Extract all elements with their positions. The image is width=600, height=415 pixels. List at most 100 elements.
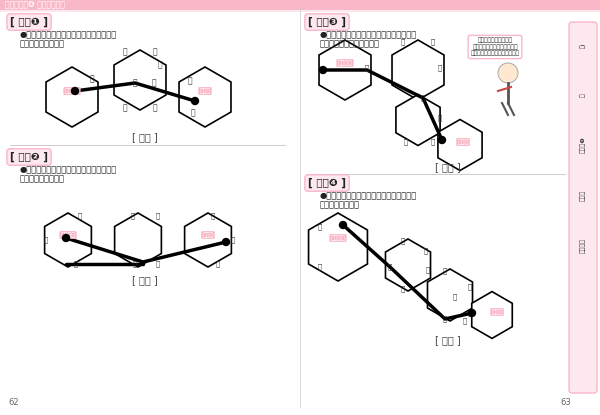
Text: ち: ち: [424, 248, 428, 254]
Polygon shape: [114, 50, 166, 110]
Circle shape: [320, 66, 326, 73]
FancyBboxPatch shape: [569, 22, 597, 393]
Polygon shape: [427, 269, 473, 321]
FancyBboxPatch shape: [0, 0, 600, 10]
Text: 級: 級: [580, 93, 586, 97]
Text: ●に最も近い文字を順番に読むと現れる、: ●に最も近い文字を順番に読むと現れる、: [20, 165, 117, 174]
Text: [ 問題❹ ]: [ 問題❹ ]: [308, 178, 346, 188]
Text: ●に最も近い文字を順番に読むと現れる、: ●に最も近い文字を順番に読むと現れる、: [320, 191, 417, 200]
Circle shape: [439, 137, 445, 144]
Text: ゴール: ゴール: [199, 88, 211, 94]
Circle shape: [469, 310, 476, 317]
Text: ドリル❹: ドリル❹: [580, 137, 586, 154]
Text: スタート: スタート: [331, 235, 346, 241]
Text: ば: ば: [188, 76, 193, 85]
Polygon shape: [396, 95, 440, 146]
Circle shape: [62, 234, 70, 242]
Polygon shape: [472, 292, 512, 338]
Text: ん: ん: [463, 318, 467, 324]
Text: と: と: [44, 237, 48, 243]
Text: ２文字の食べ物は？: ２文字の食べ物は？: [20, 39, 65, 48]
Text: ら: ら: [431, 139, 435, 145]
Text: [ 問題❶ ]: [ 問題❶ ]: [10, 17, 48, 27]
Polygon shape: [392, 40, 444, 100]
Text: ろ: ろ: [133, 261, 137, 267]
Text: で: で: [453, 294, 457, 300]
Text: た: た: [401, 39, 405, 45]
Text: 62: 62: [8, 398, 19, 407]
Circle shape: [340, 222, 347, 229]
Text: い: い: [365, 65, 369, 71]
Text: 点移動: 点移動: [580, 189, 586, 200]
Text: か: か: [421, 95, 425, 101]
Text: スタート: スタート: [61, 232, 76, 238]
Text: き: き: [78, 213, 82, 219]
Text: き: き: [231, 237, 235, 243]
Text: ど: ど: [404, 139, 408, 145]
Text: [ 答え ]: [ 答え ]: [435, 335, 461, 345]
Text: ２文字の生き物の名前は？: ２文字の生き物の名前は？: [320, 39, 380, 48]
Text: [ 問題❸ ]: [ 問題❸ ]: [308, 17, 346, 27]
Polygon shape: [308, 213, 367, 281]
Text: ３文字の言葉は？: ３文字の言葉は？: [320, 200, 360, 209]
Text: お: お: [388, 264, 392, 270]
Text: 中i: 中i: [580, 42, 586, 48]
Text: ぷ: ぷ: [426, 267, 430, 273]
Text: ●に最も近い文字を順番に読むと現れる、: ●に最も近い文字を順番に読むと現れる、: [20, 30, 117, 39]
FancyBboxPatch shape: [0, 10, 600, 12]
Text: こ: こ: [438, 115, 442, 121]
Text: い: い: [318, 264, 322, 270]
Polygon shape: [44, 213, 91, 267]
Text: な: な: [401, 286, 405, 292]
Text: ざ: ざ: [122, 103, 127, 112]
Text: ん: ん: [152, 78, 157, 88]
Polygon shape: [46, 67, 98, 127]
Circle shape: [498, 63, 518, 83]
Text: ●に最も近い文字を順番に読むと現れる、: ●に最も近い文字を順番に読むと現れる、: [320, 30, 417, 39]
Polygon shape: [185, 213, 232, 267]
Polygon shape: [438, 120, 482, 171]
Circle shape: [191, 98, 199, 105]
Text: 三角形編: 三角形編: [580, 237, 586, 252]
Text: じ: じ: [443, 268, 447, 274]
Text: し: し: [431, 39, 435, 45]
Polygon shape: [179, 67, 231, 127]
Text: ゴール: ゴール: [491, 309, 503, 315]
Text: スタート: スタート: [337, 60, 353, 66]
Text: [ 答え ]: [ 答え ]: [435, 162, 461, 172]
Text: ば: ば: [156, 213, 160, 219]
Text: ゴール: ゴール: [202, 232, 214, 238]
Text: き: き: [122, 47, 127, 56]
Text: か: か: [131, 213, 135, 219]
Text: 63: 63: [560, 398, 571, 407]
Text: [ 問題❷ ]: [ 問題❷ ]: [10, 152, 48, 162]
Text: ず: ず: [152, 47, 157, 56]
Text: 平級ドリル❹ 点移動三角形: 平級ドリル❹ 点移動三角形: [5, 0, 65, 10]
Text: か: か: [191, 108, 196, 117]
Text: ２文字の生き物は？: ２文字の生き物は？: [20, 174, 65, 183]
Text: [ 答え ]: [ 答え ]: [132, 132, 158, 142]
Text: ぴ: ぴ: [158, 61, 163, 69]
Polygon shape: [319, 40, 371, 100]
Circle shape: [223, 239, 229, 246]
Text: し: し: [152, 103, 157, 112]
Text: ゴール: ゴール: [457, 139, 469, 145]
Text: い: い: [133, 78, 137, 88]
Text: い: い: [211, 213, 215, 219]
Text: ば: ば: [468, 310, 472, 316]
Text: と: と: [438, 65, 442, 71]
Circle shape: [71, 88, 79, 95]
Polygon shape: [115, 213, 161, 267]
Text: わからなくなったら、
どの道がどの道へ動くのかを
ひとつひとつ確認してみよう！: わからなくなったら、 どの道がどの道へ動くのかを ひとつひとつ確認してみよう！: [470, 38, 520, 56]
Text: ね: ね: [74, 261, 78, 267]
Text: か: か: [443, 316, 447, 322]
Text: も: も: [216, 261, 220, 267]
Text: [ 答え ]: [ 答え ]: [132, 275, 158, 285]
Text: ぱ: ぱ: [89, 75, 94, 83]
Text: す: す: [318, 224, 322, 230]
Text: スタート: スタート: [65, 88, 79, 94]
Text: た: た: [401, 238, 405, 244]
Text: め: め: [156, 261, 160, 267]
Polygon shape: [385, 239, 431, 291]
Text: こ: こ: [468, 284, 472, 290]
